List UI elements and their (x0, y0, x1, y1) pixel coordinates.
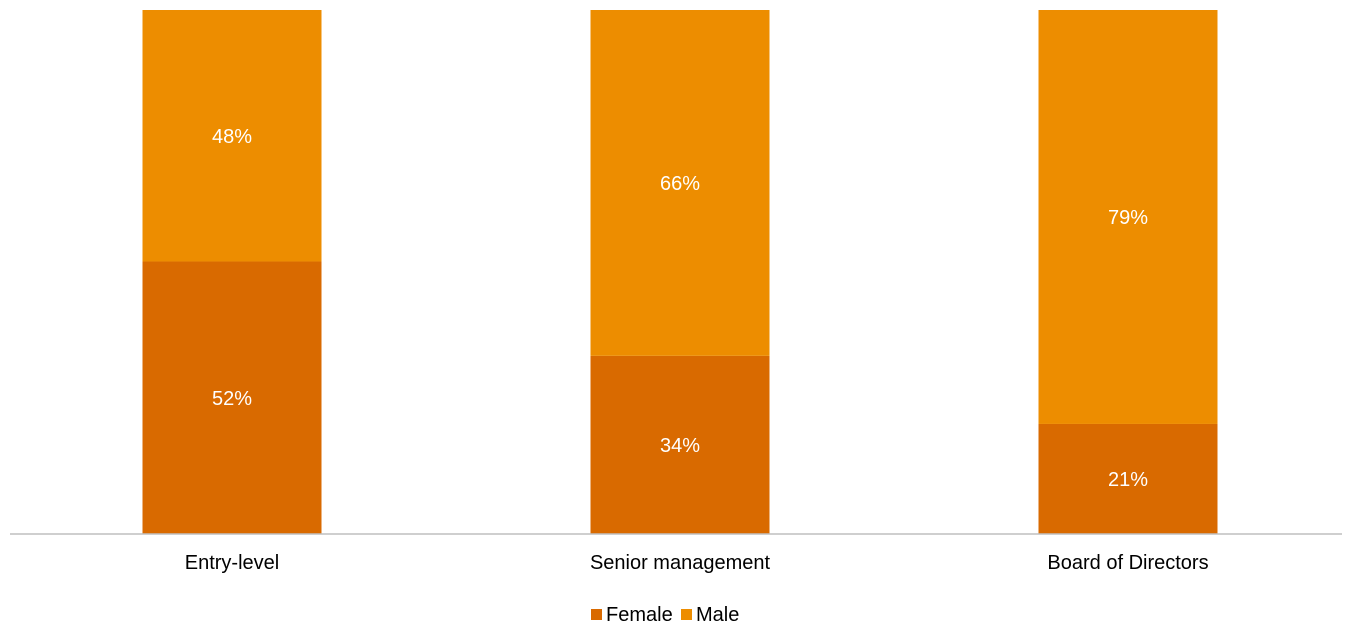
bar-female-3 (1038, 423, 1218, 534)
legend-swatch-female (591, 609, 602, 620)
legend-label-male: Male (696, 604, 739, 625)
bar-male-1 (142, 10, 322, 262)
data-label-male-1: 48% (212, 126, 252, 148)
bars-group (142, 10, 1218, 534)
data-label-male-3: 79% (1108, 207, 1148, 229)
category-label-2: Senior management (590, 552, 771, 574)
category-label-1: Entry-level (185, 552, 279, 574)
category-label-3: Board of Directors (1047, 552, 1208, 574)
data-label-female-2: 34% (660, 435, 700, 457)
category-labels-group: Entry-level Senior management Board of Dir… (185, 552, 1209, 574)
legend-swatch-male (681, 609, 692, 620)
data-label-female-1: 52% (212, 388, 252, 410)
bar-male-2 (590, 10, 770, 356)
legend-label-female: Female (606, 604, 673, 625)
bar-labels-group: 52% 48% 34% 66% 21% 79% (212, 126, 1148, 491)
legend: Female Male (591, 604, 739, 625)
bar-female-1 (142, 261, 322, 534)
bar-female-2 (590, 355, 770, 534)
data-label-male-2: 66% (660, 173, 700, 195)
data-label-female-3: 21% (1108, 469, 1148, 491)
bar-male-3 (1038, 10, 1218, 424)
